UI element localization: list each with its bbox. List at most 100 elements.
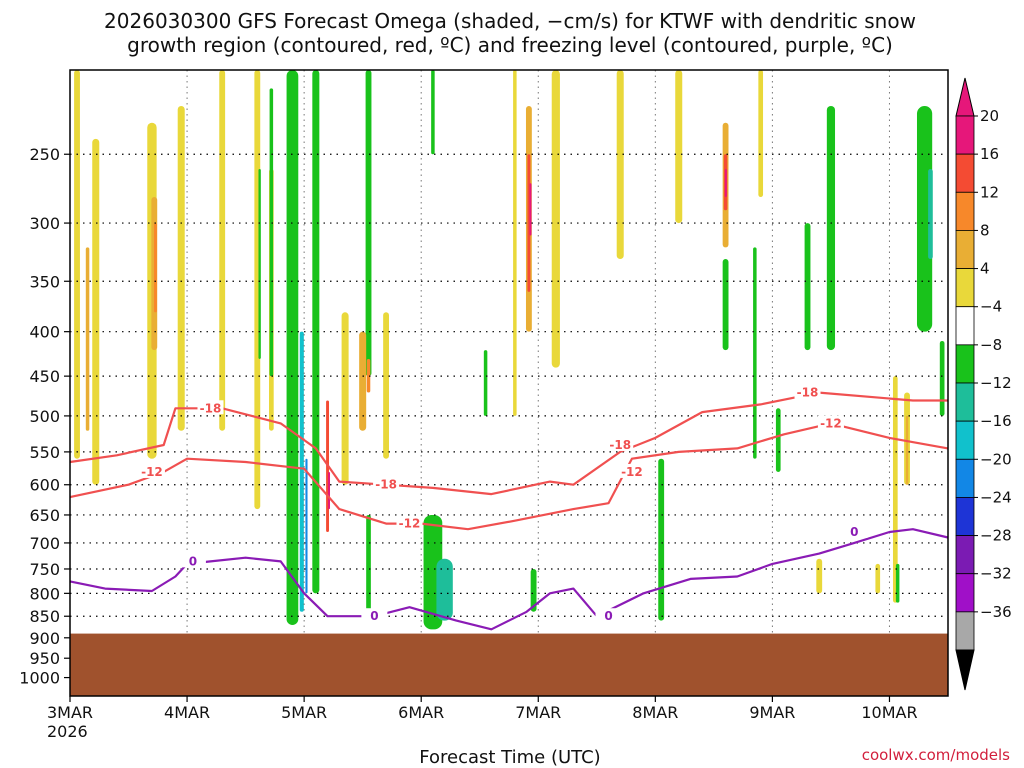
colorbar-swatch-4 xyxy=(955,268,975,308)
contour-label-bg-0-2 xyxy=(595,608,622,623)
contour-line--18 xyxy=(69,391,948,496)
colorbar-swatch-7 xyxy=(955,382,975,422)
colorbar-swatch-5 xyxy=(955,306,975,346)
colorbar-swatch-12 xyxy=(955,573,975,613)
terrain-layer xyxy=(70,633,948,696)
omega-patch-17 xyxy=(341,312,349,485)
omega-patch-47 xyxy=(939,340,945,416)
omega-patch-51 xyxy=(775,408,781,472)
contour-label-bg--18-0 xyxy=(197,400,224,415)
omega-patch-33 xyxy=(530,568,537,612)
y-tick-label-900: 900 xyxy=(29,629,60,648)
colorbar-swatch-13 xyxy=(955,611,975,651)
y-tick-label-450: 450 xyxy=(29,367,60,386)
x-axis-label: Forecast Time (UTC) xyxy=(419,747,600,768)
omega-patch-10 xyxy=(269,88,274,377)
x-tick-label-7MAR: 7MAR xyxy=(515,703,561,722)
contour-label-0-0: 0 xyxy=(189,554,197,568)
x-tick-label-9MAR: 9MAR xyxy=(749,703,795,722)
contour-line--12 xyxy=(69,422,949,531)
x-tick-label-4MAR: 4MAR xyxy=(164,703,210,722)
contour-label-bg--12-1 xyxy=(396,515,423,530)
omega-patch-13 xyxy=(312,70,320,594)
omega-patch-21 xyxy=(366,358,371,393)
colorbar-label-12: −32 xyxy=(980,565,1012,583)
colorbar-label-13: −36 xyxy=(980,603,1012,621)
y-tick-label-500: 500 xyxy=(29,407,60,426)
contour-label--18-0: -18 xyxy=(200,401,222,415)
y-tick-label-350: 350 xyxy=(29,272,60,291)
terrain-fill xyxy=(70,633,948,696)
colorbar-label-7: −12 xyxy=(980,374,1012,392)
omega-patch-48 xyxy=(892,376,898,603)
y-tick-label-1000: 1000 xyxy=(19,669,60,688)
contour-label-bg--18-3 xyxy=(794,384,821,399)
colorbar: 20 16 12 8 4 −4 −8 −12 −16 −20 −24 −28 −32 −36 xyxy=(955,77,1012,691)
omega-patch-54 xyxy=(895,563,900,603)
omega-patch-7 xyxy=(219,70,226,431)
contour-label-bg-0-1 xyxy=(361,608,388,623)
colorbar-top-arrow xyxy=(955,77,975,117)
colorbar-label-5: −4 xyxy=(980,298,1002,316)
omega-patch-5 xyxy=(153,223,157,313)
chart-title-line-1: 2026030300 GFS Forecast Omega (shaded, −… xyxy=(104,9,916,33)
contour-label--12-0: -12 xyxy=(141,465,163,479)
omega-patch-53 xyxy=(875,563,881,594)
contour-label--18-2: -18 xyxy=(609,438,631,452)
y-tick-label-700: 700 xyxy=(29,534,60,553)
colorbar-bottom-arrow xyxy=(955,649,975,691)
omega-patch-35 xyxy=(675,70,683,224)
chart-title-line-2: growth region (contoured, red, ºC) and f… xyxy=(127,33,893,57)
x-axis-year: 2026 xyxy=(47,722,88,741)
omega-patch-2 xyxy=(85,247,90,431)
y-tick-label-400: 400 xyxy=(29,323,60,342)
y-axis-ticks: 250 300 350 400 450 500 550 600 650 700 750 800 850 9… xyxy=(19,145,70,688)
contour-label-0-1: 0 xyxy=(370,609,378,623)
y-tick-label-250: 250 xyxy=(29,145,60,164)
contour-label--12-2: -12 xyxy=(621,465,643,479)
contour-label-bg--12-3 xyxy=(817,415,844,430)
x-tick-label-8MAR: 8MAR xyxy=(632,703,678,722)
omega-patch-23 xyxy=(366,514,371,617)
contour-label-bg--12-2 xyxy=(618,463,645,478)
contour-label-bg--18-2 xyxy=(607,436,634,451)
omega-patch-40 xyxy=(722,259,729,351)
omega-patch-31 xyxy=(529,183,532,236)
omega-patch-16 xyxy=(365,70,372,377)
plot-frame xyxy=(69,69,949,697)
omega-patch-28 xyxy=(513,70,517,416)
colorbar-swatch-6 xyxy=(955,344,975,384)
omega-patch-11 xyxy=(258,169,261,359)
y-tick-label-800: 800 xyxy=(29,584,60,603)
y-tick-label-300: 300 xyxy=(29,214,60,233)
plot-background xyxy=(70,70,948,696)
omega-patch-22 xyxy=(383,312,390,459)
omega-patch-50 xyxy=(905,415,909,485)
colorbar-swatch-11 xyxy=(955,535,975,575)
omega-patch-15 xyxy=(305,458,308,594)
contour-label--12-1: -12 xyxy=(399,517,421,531)
omega-patch-32 xyxy=(551,70,560,368)
contour-label--18-1: -18 xyxy=(375,478,397,492)
x-axis-ticks: 3MAR 4MAR 5MAR 6MAR 7MAR 8MAR 9MAR 10MAR xyxy=(47,696,918,722)
y-tick-label-550: 550 xyxy=(29,443,60,462)
plot-area: -18 -18 -18 -18 -12 -12 -12 -12 0 0 0 0 xyxy=(69,69,949,697)
omega-patch-41 xyxy=(753,247,757,459)
x-tick-label-10MAR: 10MAR xyxy=(861,703,917,722)
y-tick-label-650: 650 xyxy=(29,506,60,525)
contour-layer: -18 -18 -18 -18 -12 -12 -12 -12 0 0 0 0 xyxy=(69,384,949,631)
omega-patch-39 xyxy=(758,70,764,198)
y-tick-label-950: 950 xyxy=(29,649,60,668)
omega-patch-6 xyxy=(177,105,185,431)
omega-patch-38 xyxy=(724,169,727,198)
colorbar-swatch-3 xyxy=(955,230,975,269)
colorbar-label-0: 20 xyxy=(980,107,999,125)
colorbar-label-3: 8 xyxy=(980,221,990,239)
colorbar-swatch-0 xyxy=(955,115,975,155)
x-tick-label-6MAR: 6MAR xyxy=(398,703,444,722)
y-tick-label-850: 850 xyxy=(29,607,60,626)
colorbar-label-6: −8 xyxy=(980,336,1002,354)
omega-patch-27 xyxy=(483,350,488,416)
contour-label-bg-0-3 xyxy=(841,523,868,538)
omega-patch-52 xyxy=(816,558,823,594)
